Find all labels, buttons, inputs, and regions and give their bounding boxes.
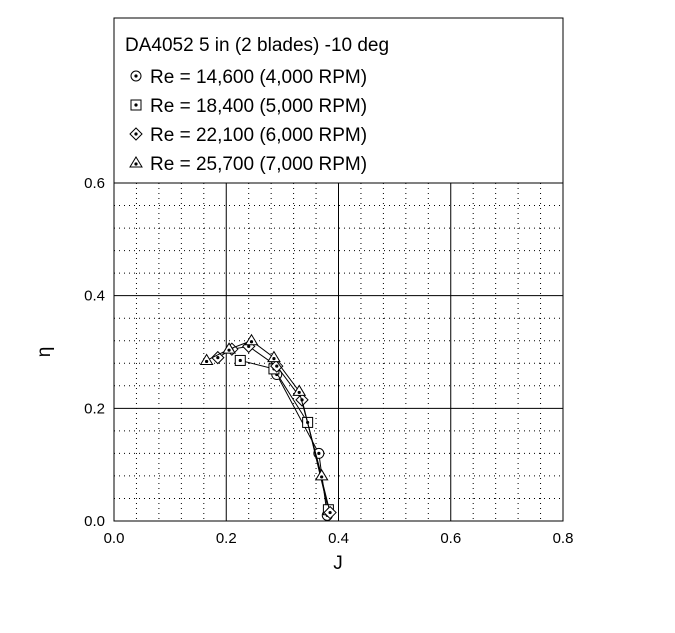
data-point-marker xyxy=(292,384,307,396)
data-point-marker xyxy=(314,468,329,481)
data-point-marker xyxy=(222,342,236,354)
data-point-marker xyxy=(267,350,281,363)
data-point-marker xyxy=(199,353,214,365)
series-2 xyxy=(234,354,334,516)
data-point-marker xyxy=(130,99,142,111)
x-tick-label: 0.8 xyxy=(553,530,574,547)
legend: DA4052 5 in (2 blades) -10 deg Re = 14,6… xyxy=(125,35,389,175)
x-tick-label: 0.0 xyxy=(104,530,125,547)
chart-title: DA4052 5 in (2 blades) -10 deg xyxy=(125,35,389,56)
plot-frame xyxy=(113,17,564,522)
legend-item: Re = 14,600 (4,000 RPM) xyxy=(130,67,367,88)
x-axis-label: J xyxy=(333,553,343,574)
legend-item: Re = 25,700 (7,000 RPM) xyxy=(129,154,367,175)
data-point-marker xyxy=(234,354,246,366)
data-point-marker xyxy=(129,156,143,168)
y-axis-label: η xyxy=(34,347,55,358)
data-point-marker xyxy=(130,70,142,82)
y-tick-label: 0.6 xyxy=(84,175,105,192)
y-tick-label: 0.0 xyxy=(84,513,105,530)
legend-label: Re = 25,700 (7,000 RPM) xyxy=(150,154,367,175)
data-point-marker xyxy=(244,333,259,346)
major-grid xyxy=(114,182,563,521)
legend-label: Re = 22,100 (6,000 RPM) xyxy=(150,125,367,146)
data-point-marker xyxy=(323,505,337,520)
series-4 xyxy=(199,333,329,481)
series-layer xyxy=(199,333,337,521)
legend-label: Re = 18,400 (5,000 RPM) xyxy=(150,96,367,117)
data-point-marker xyxy=(270,359,284,373)
legend-item: Re = 22,100 (6,000 RPM) xyxy=(129,125,367,146)
data-point-marker xyxy=(129,127,143,141)
legend-label: Re = 14,600 (4,000 RPM) xyxy=(150,67,367,88)
x-tick-label: 0.2 xyxy=(216,530,237,547)
x-tick-labels: 0.0 0.2 0.4 0.6 0.8 xyxy=(104,530,574,547)
x-tick-label: 0.6 xyxy=(440,530,461,547)
x-tick-label: 0.4 xyxy=(328,530,349,547)
series-3 xyxy=(211,339,337,520)
y-tick-label: 0.2 xyxy=(84,400,105,417)
y-tick-labels: 0.0 0.2 0.4 0.6 xyxy=(84,175,105,530)
series-line xyxy=(240,359,329,510)
legend-item: Re = 18,400 (5,000 RPM) xyxy=(130,96,367,117)
data-point-marker xyxy=(211,350,225,365)
y-tick-label: 0.4 xyxy=(84,288,105,305)
